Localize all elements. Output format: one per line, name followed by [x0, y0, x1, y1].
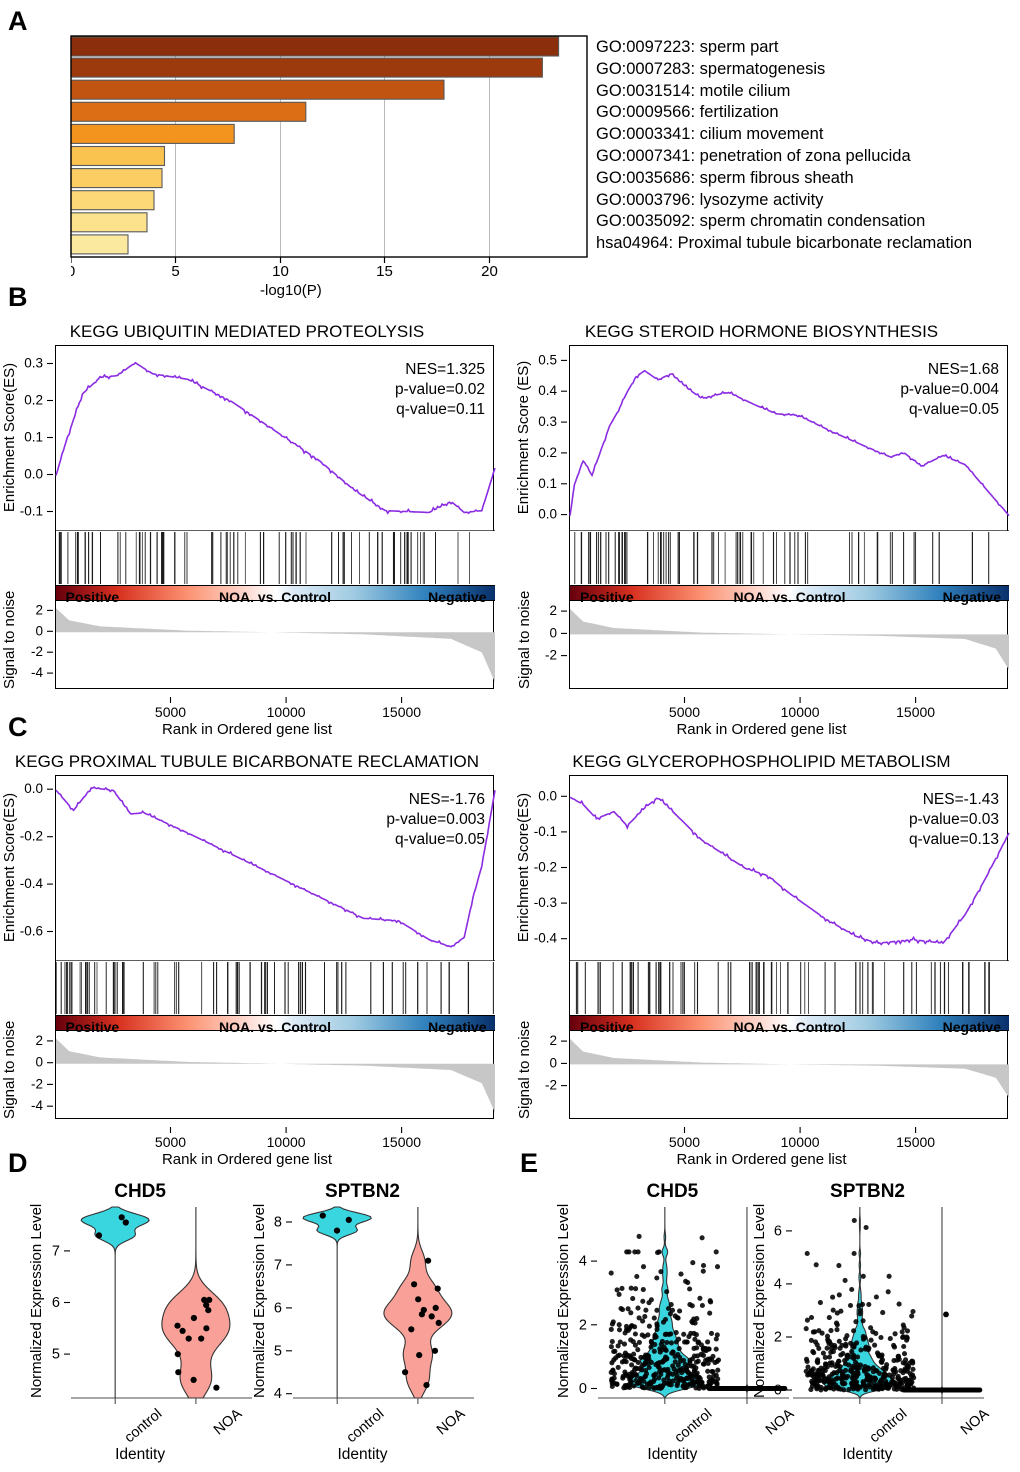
svg-text:-0.4: -0.4 [534, 930, 558, 945]
svg-text:q-value=0.05: q-value=0.05 [394, 831, 484, 848]
svg-text:0.3: 0.3 [24, 355, 43, 370]
svg-text:7: 7 [52, 1244, 60, 1260]
svg-text:-2: -2 [545, 1077, 557, 1092]
svg-text:p-value=0.03: p-value=0.03 [909, 811, 999, 828]
svg-text:-2: -2 [30, 644, 42, 659]
svg-text:4: 4 [774, 1277, 782, 1293]
svg-text:0: 0 [774, 1383, 782, 1399]
svg-text:0.1: 0.1 [24, 429, 43, 444]
svg-text:0.2: 0.2 [538, 444, 557, 459]
svg-text:6: 6 [774, 1224, 782, 1240]
svg-text:p-value=0.02: p-value=0.02 [394, 381, 484, 398]
svg-text:5: 5 [171, 263, 179, 277]
svg-text:5000: 5000 [669, 1134, 700, 1150]
svg-text:-2: -2 [545, 647, 557, 662]
svg-text:NES=-1.76: NES=-1.76 [408, 791, 484, 808]
svg-text:5: 5 [274, 1343, 282, 1359]
svg-text:10000: 10000 [781, 1134, 820, 1150]
svg-text:-2: -2 [30, 1076, 42, 1091]
svg-text:2: 2 [774, 1330, 782, 1346]
svg-text:NES=1.325: NES=1.325 [405, 361, 485, 378]
svg-text:0: 0 [71, 263, 75, 277]
svg-text:4: 4 [274, 1386, 282, 1398]
svg-text:0: 0 [549, 1055, 557, 1070]
svg-text:0: 0 [579, 1381, 587, 1397]
svg-text:-0.1: -0.1 [534, 824, 557, 839]
svg-text:10000: 10000 [266, 704, 305, 720]
svg-text:10000: 10000 [781, 704, 820, 720]
svg-text:0: 0 [549, 625, 557, 640]
svg-text:q-value=0.13: q-value=0.13 [909, 831, 999, 848]
svg-text:15: 15 [376, 263, 393, 277]
svg-text:0.0: 0.0 [538, 506, 557, 521]
svg-text:-0.2: -0.2 [19, 828, 42, 843]
svg-text:NES=1.68: NES=1.68 [928, 361, 999, 378]
svg-text:0: 0 [35, 1054, 43, 1069]
svg-text:5000: 5000 [154, 704, 185, 720]
svg-text:0: 0 [35, 623, 43, 638]
svg-text:0.0: 0.0 [538, 788, 557, 803]
svg-text:7: 7 [274, 1258, 282, 1274]
svg-text:-4: -4 [30, 1098, 42, 1113]
svg-text:10000: 10000 [266, 1134, 305, 1150]
svg-text:4: 4 [579, 1254, 587, 1270]
svg-text:20: 20 [481, 263, 498, 277]
svg-text:15000: 15000 [896, 704, 935, 720]
svg-text:NES=-1.43: NES=-1.43 [923, 791, 999, 808]
svg-text:5000: 5000 [154, 1134, 185, 1150]
svg-text:6: 6 [52, 1295, 60, 1311]
svg-text:2: 2 [579, 1317, 587, 1333]
svg-text:2: 2 [549, 1033, 557, 1048]
svg-text:0.0: 0.0 [24, 781, 43, 796]
svg-text:-0.3: -0.3 [534, 895, 557, 910]
svg-text:0.0: 0.0 [24, 466, 43, 481]
svg-text:15000: 15000 [382, 704, 421, 720]
svg-text:-0.6: -0.6 [19, 923, 42, 938]
svg-text:0.1: 0.1 [538, 475, 557, 490]
svg-text:15000: 15000 [382, 1134, 421, 1150]
svg-text:-0.1: -0.1 [19, 503, 42, 518]
svg-text:0.2: 0.2 [24, 392, 43, 407]
svg-text:0.3: 0.3 [538, 414, 557, 429]
svg-text:p-value=0.004: p-value=0.004 [900, 381, 999, 398]
svg-text:5000: 5000 [669, 704, 700, 720]
svg-text:15000: 15000 [896, 1134, 935, 1150]
svg-text:5: 5 [52, 1347, 60, 1363]
svg-text:10: 10 [272, 263, 289, 277]
svg-text:2: 2 [35, 602, 43, 617]
svg-text:-4: -4 [30, 665, 42, 680]
svg-text:0.5: 0.5 [538, 352, 557, 367]
svg-text:8: 8 [274, 1215, 282, 1231]
svg-text:6: 6 [274, 1301, 282, 1317]
svg-text:-0.4: -0.4 [19, 876, 43, 891]
svg-text:2: 2 [35, 1033, 43, 1048]
svg-text:0.4: 0.4 [538, 383, 557, 398]
svg-text:q-value=0.05: q-value=0.05 [909, 401, 999, 418]
svg-text:q-value=0.11: q-value=0.11 [396, 401, 485, 418]
svg-text:-0.2: -0.2 [534, 859, 557, 874]
svg-text:p-value=0.003: p-value=0.003 [386, 811, 485, 828]
svg-text:2: 2 [549, 603, 557, 618]
